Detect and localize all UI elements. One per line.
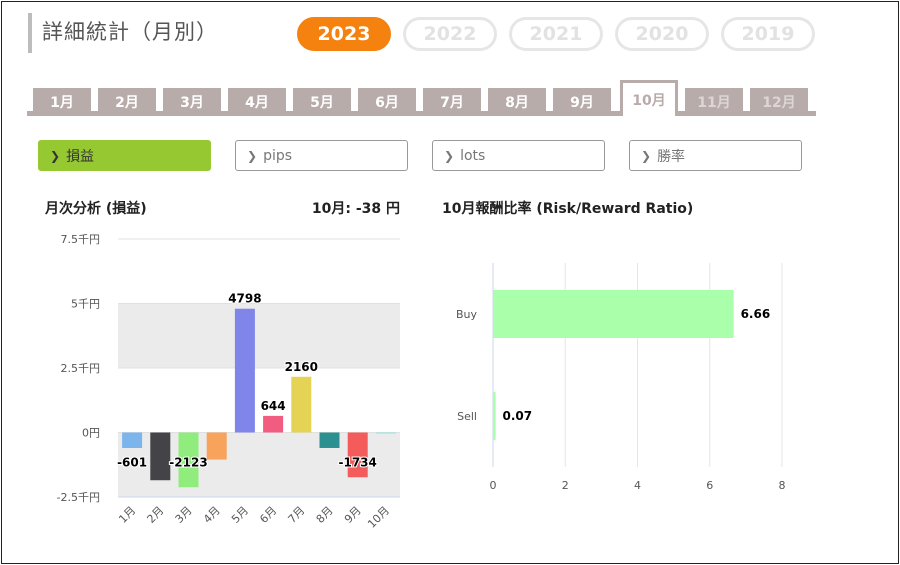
data-label: -601 — [117, 456, 147, 470]
page-title-text: 詳細統計（月別） — [42, 20, 218, 44]
x-tick-label: 0 — [490, 479, 497, 492]
y-tick-label: 5千円 — [71, 298, 100, 311]
year-button-2020[interactable]: 2020 — [615, 17, 709, 51]
chevron-right-icon: ❯ — [247, 148, 258, 163]
bar-Sell — [493, 392, 496, 440]
chevron-right-icon: ❯ — [444, 148, 455, 163]
filter-label: 勝率 — [657, 148, 686, 165]
x-tick-label: 6月 — [257, 504, 279, 526]
bar-5月 — [234, 308, 255, 433]
y-tick-label: 0円 — [82, 427, 100, 440]
bar-7月 — [291, 376, 312, 433]
filter-lots-button[interactable]: ❯ lots — [432, 140, 605, 171]
tab-month-1[interactable]: 1月 — [33, 88, 91, 115]
monthly-chart-title: 月次分析 (損益) — [45, 201, 147, 217]
data-label: 6.66 — [741, 307, 771, 321]
year-button-2019[interactable]: 2019 — [721, 17, 815, 51]
filter-pips-button[interactable]: ❯ pips — [235, 140, 408, 171]
data-label: -1734 — [339, 456, 377, 470]
year-button-2021[interactable]: 2021 — [509, 17, 603, 51]
y-tick-label: Buy — [456, 308, 478, 321]
risk-reward-chart: 0 2 4 6 8 Buy 6.66 Sell 0.07 — [456, 263, 786, 492]
rr-chart-title: 10月報酬比率 (Risk/Reward Ratio) — [442, 201, 694, 217]
bar-4月 — [206, 432, 227, 460]
bar-10月 — [375, 432, 396, 434]
x-tick-label: 4 — [634, 479, 641, 492]
tab-month-6[interactable]: 6月 — [358, 88, 416, 115]
data-label: 0.07 — [503, 409, 533, 423]
y-tick-label: Sell — [457, 410, 477, 423]
x-tick-label: 9月 — [342, 504, 364, 526]
monthly-summary: 10月: -38 円 — [311, 201, 400, 217]
tab-month-2[interactable]: 2月 — [98, 88, 156, 115]
bar-6月 — [263, 415, 284, 433]
tab-month-8[interactable]: 8月 — [488, 88, 546, 115]
y-tick-label: 7.5千円 — [61, 233, 101, 246]
tab-month-11: 11月 — [685, 88, 743, 115]
tab-month-10[interactable]: 10月 — [620, 80, 678, 116]
x-tick-label: 8 — [779, 479, 786, 492]
tab-month-12: 12月 — [750, 88, 808, 115]
bar-3月 — [178, 432, 199, 488]
x-tick-label: 6 — [706, 479, 713, 492]
data-label: 644 — [261, 399, 286, 413]
bar-1月 — [122, 432, 143, 449]
data-label: 2160 — [285, 360, 318, 374]
filter-label: lots — [460, 147, 486, 164]
x-tick-label: 5月 — [229, 504, 251, 526]
year-button-2023[interactable]: 2023 — [297, 17, 391, 51]
x-tick-label: 7月 — [286, 504, 308, 526]
tab-month-3[interactable]: 3月 — [163, 88, 221, 115]
y-tick-label: -2.5千円 — [57, 491, 100, 504]
x-tick-label: 2 — [562, 479, 569, 492]
bar-2月 — [150, 432, 171, 481]
plot-band — [118, 303, 400, 368]
chevron-right-icon: ❯ — [641, 148, 652, 163]
data-label: -2123 — [169, 456, 207, 470]
x-tick-label: 4月 — [201, 504, 223, 526]
tab-month-5[interactable]: 5月 — [293, 88, 351, 115]
tab-month-9[interactable]: 9月 — [553, 88, 611, 115]
x-tick-label: 10月 — [365, 504, 392, 531]
month-tabs: 1月 2月 3月 4月 5月 6月 7月 8月 9月 10月 11月 12月 — [27, 80, 816, 116]
bar-8月 — [319, 432, 340, 448]
page-title: 詳細統計（月別） — [28, 13, 218, 53]
x-tick-label: 2月 — [145, 504, 167, 526]
x-tick-label: 3月 — [173, 504, 195, 526]
data-label: 4798 — [228, 292, 261, 306]
chevron-right-icon: ❯ — [50, 148, 61, 163]
tab-month-4[interactable]: 4月 — [228, 88, 286, 115]
x-tick-label: 1月 — [116, 504, 138, 526]
filter-label: 損益 — [66, 148, 95, 165]
year-button-2022[interactable]: 2022 — [403, 17, 497, 51]
year-selector: 2023 2022 2021 2020 2019 — [297, 17, 815, 51]
x-tick-label: 8月 — [314, 504, 336, 526]
filter-profit-button[interactable]: ❯ 損益 — [38, 140, 211, 171]
y-tick-label: 2.5千円 — [61, 362, 101, 375]
tab-month-7[interactable]: 7月 — [423, 88, 481, 115]
bar-Buy — [493, 290, 734, 338]
filter-winrate-button[interactable]: ❯ 勝率 — [629, 140, 802, 171]
bar-9月 — [347, 432, 368, 478]
filter-label: pips — [263, 147, 293, 164]
monthly-pnl-chart: 7.5千円 5千円 2.5千円 0円 -2.5千円 -601 1月 2月 -2123 3月 4月 47… — [57, 233, 400, 531]
